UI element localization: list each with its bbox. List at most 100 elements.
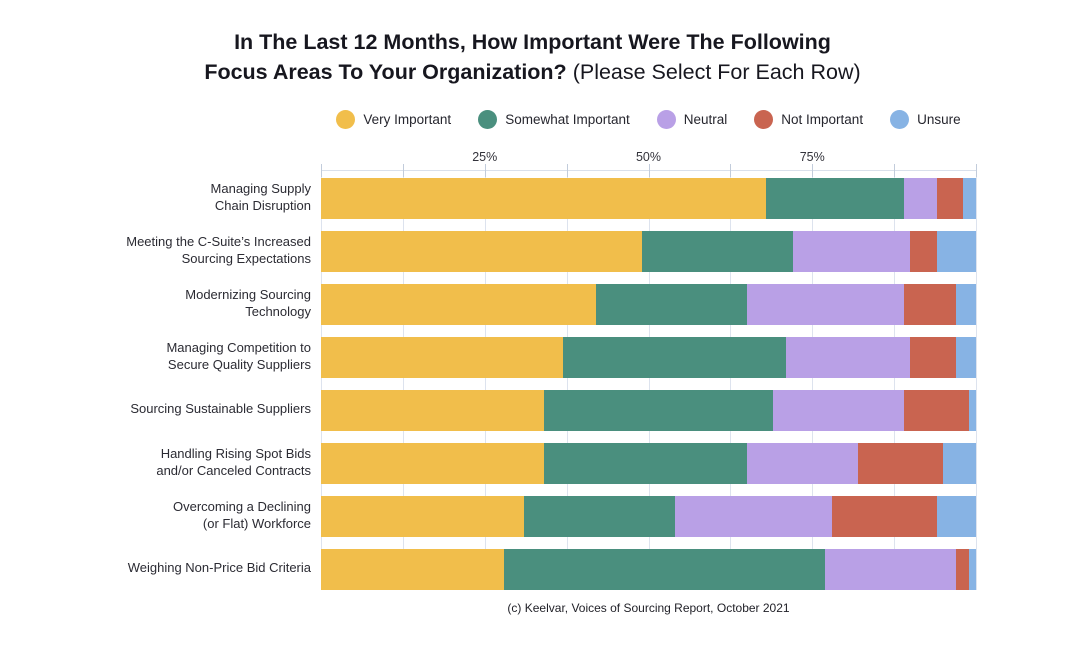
legend-label: Very Important <box>363 112 452 127</box>
bar-segment-somewhat-important <box>543 443 747 484</box>
legend-dot-neutral <box>656 110 676 129</box>
gridline <box>976 171 977 590</box>
category-label-line: Sourcing Sustainable Suppliers <box>130 401 311 417</box>
legend-dot-very-important <box>336 110 356 129</box>
category-label-line: and/or Canceled Contracts <box>156 462 311 478</box>
axis-tick <box>484 164 486 177</box>
category-label-modernizing-sourcing-technology: Modernizing Sourcing Technology <box>91 283 311 324</box>
bar-segment-very-important <box>321 390 544 431</box>
chart-title-note: (Please Select For Each Row) <box>572 59 861 84</box>
category-label-sourcing-sustainable-suppliers: Sourcing Sustainable Suppliers <box>91 389 311 430</box>
gridline <box>812 171 814 590</box>
legend-item-unsure: Unsure <box>890 110 961 129</box>
bar-row-sourcing-sustainable-suppliers <box>321 390 976 431</box>
bar-segment-neutral <box>786 337 911 378</box>
bar-segment-somewhat-important <box>641 231 793 272</box>
category-label-line: (or Flat) Workforce <box>202 515 311 531</box>
axis-tick <box>976 164 977 177</box>
axis-tick <box>402 164 404 177</box>
bar-segment-very-important <box>321 284 597 325</box>
category-label-line: Secure Quality Suppliers <box>167 356 311 372</box>
bar-segment-not-important <box>831 496 937 537</box>
bar-row-modernizing-sourcing-technology <box>321 284 976 325</box>
gridline <box>321 171 322 590</box>
bar-row-weighing-non-price-bid-criteria <box>321 549 976 590</box>
category-label-line: Technology <box>245 303 311 319</box>
gridline <box>484 171 486 590</box>
bar-segment-somewhat-important <box>766 178 904 219</box>
x-axis: 25% 50% 75% <box>321 150 976 166</box>
plot-area <box>321 164 977 590</box>
bar-segment-unsure <box>962 178 976 219</box>
category-label-line: Handling Rising Spot Bids <box>160 445 311 461</box>
category-label-meeting-the-c-suite-s-increased-sourcing-expectations: Meeting the C-Suite’s Increased Sourcing … <box>91 230 311 271</box>
category-label-line: Chain Disruption <box>214 197 311 213</box>
legend-item-not-important: Not Important <box>754 110 863 129</box>
legend-dot-unsure <box>890 110 910 129</box>
category-label-line: Managing Supply <box>210 180 311 196</box>
bar-segment-not-important <box>858 443 944 484</box>
bar-segment-somewhat-important <box>563 337 787 378</box>
bar-row-overcoming-a-declining-or-flat-workforce <box>321 496 976 537</box>
bar-segment-very-important <box>321 443 544 484</box>
bar-segment-not-important <box>910 337 957 378</box>
legend-label: Not Important <box>781 112 864 127</box>
source-caption: (c) Keelvar, Voices of Sourcing Report, … <box>507 601 790 615</box>
legend-item-neutral: Neutral <box>656 110 728 129</box>
bar-segment-neutral <box>792 231 911 272</box>
gridline <box>730 171 732 590</box>
bar-segment-neutral <box>746 284 904 325</box>
bar-segment-not-important <box>903 284 957 325</box>
gridline <box>402 171 404 590</box>
legend-label: Neutral <box>683 112 728 127</box>
legend-item-somewhat-important: Somewhat Important <box>478 110 630 129</box>
chart-title-line2: Focus Areas To Your Organization? <box>204 59 567 84</box>
bar-segment-unsure <box>936 231 976 272</box>
bar-segment-neutral <box>674 496 832 537</box>
category-label-weighing-non-price-bid-criteria: Weighing Non-Price Bid Criteria <box>91 548 311 589</box>
category-label-managing-supply-chain-disruption: Managing Supply Chain Disruption <box>91 177 311 218</box>
bar-segment-somewhat-important <box>504 549 826 590</box>
bar-segment-not-important <box>956 549 970 590</box>
legend-item-very-important: Very Important <box>336 110 451 129</box>
gridline <box>648 171 650 590</box>
bar-segment-not-important <box>936 178 963 219</box>
axis-tick <box>648 164 650 177</box>
bar-segment-very-important <box>321 496 525 537</box>
category-label-line: Managing Competition to <box>166 339 311 355</box>
category-label-line: Modernizing Sourcing <box>185 286 311 302</box>
bar-row-managing-supply-chain-disruption <box>321 178 976 219</box>
gridline <box>566 171 568 590</box>
legend-label: Somewhat Important <box>505 112 630 127</box>
x-axis-tick-label: 50% <box>635 150 662 164</box>
category-label-line: Overcoming a Declining <box>172 498 311 514</box>
category-label-line: Meeting the C-Suite’s Increased <box>126 233 311 249</box>
gridline <box>894 171 896 590</box>
legend-dot-somewhat-important <box>478 110 498 129</box>
category-label-line: Sourcing Expectations <box>181 250 311 266</box>
bar-segment-very-important <box>321 337 564 378</box>
bar-segment-not-important <box>903 390 970 431</box>
bar-segment-unsure <box>943 443 976 484</box>
bar-segment-unsure <box>969 390 976 431</box>
bar-row-meeting-the-c-suite-s-increased-sourcing-expectations <box>321 231 976 272</box>
axis-tick <box>894 164 896 177</box>
bar-segment-somewhat-important <box>543 390 773 431</box>
bar-segment-somewhat-important <box>524 496 675 537</box>
bar-segment-not-important <box>910 231 937 272</box>
legend-label: Unsure <box>917 112 961 127</box>
chart-title-line1: In The Last 12 Months, How Important Wer… <box>234 30 831 54</box>
axis-tick <box>321 164 322 177</box>
category-label-overcoming-a-declining-or-flat-workforce: Overcoming a Declining (or Flat) Workforc… <box>91 495 311 536</box>
bar-segment-somewhat-important <box>596 284 747 325</box>
bar-segment-unsure <box>936 496 976 537</box>
axis-tick <box>566 164 568 177</box>
x-axis-tick-label: 25% <box>472 150 498 164</box>
bar-segment-neutral <box>746 443 859 484</box>
bar-segment-neutral <box>772 390 904 431</box>
legend: Very Important Somewhat Important Neutral N… <box>301 110 996 129</box>
bar-segment-unsure <box>956 284 976 325</box>
chart-title: In The Last 12 Months, How Important Wer… <box>0 28 1065 87</box>
bar-row-handling-rising-spot-bids-and-or-canceled-contracts <box>321 443 976 484</box>
